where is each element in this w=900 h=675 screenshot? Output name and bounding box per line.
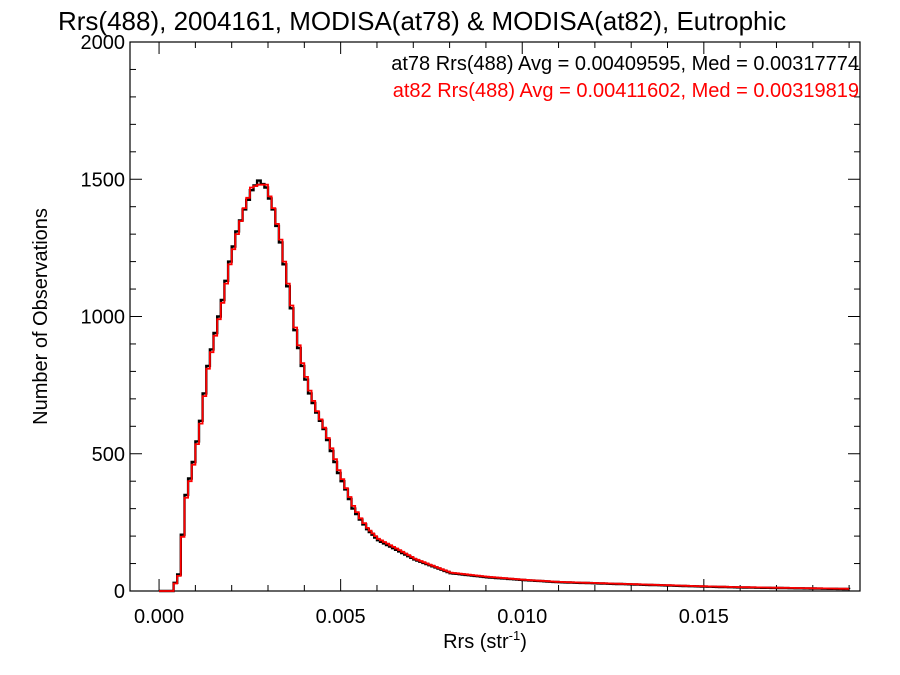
x-axis-title-main: Rrs (str: [443, 631, 509, 653]
series-line-at78: [159, 179, 851, 593]
x-tick-label: 0.000: [134, 606, 184, 628]
y-tick-label: 1500: [81, 169, 126, 191]
x-tick-label: 0.010: [497, 606, 547, 628]
x-axis-title-close: ): [520, 631, 527, 653]
annotation-at78-stats: at78 Rrs(488) Avg = 0.00409595, Med = 0.…: [391, 53, 859, 75]
series-line-at82: [159, 183, 850, 592]
x-axis-ticks: 0.000 0.005 0.010 0.015: [134, 42, 850, 628]
chart-title: Rrs(488), 2004161, MODISA(at78) & MODISA…: [58, 6, 786, 36]
x-tick-label: 0.005: [316, 606, 366, 628]
plot-area-frame: [129, 41, 861, 592]
y-tick-label: 0: [114, 581, 125, 603]
y-tick-label: 500: [92, 444, 125, 466]
y-axis-title: Number of Observations: [30, 208, 52, 425]
x-axis-title: Rrs (str-1): [443, 628, 527, 653]
y-tick-label: 2000: [81, 32, 126, 54]
x-axis-title-superscript: -1: [509, 628, 521, 643]
annotation-at82-stats: at82 Rrs(488) Avg = 0.00411602, Med = 0.…: [393, 80, 859, 102]
y-axis-ticks: 0 500 1000 1500 2000: [81, 32, 860, 603]
y-tick-label: 1000: [81, 307, 126, 329]
x-tick-label: 0.015: [679, 606, 729, 628]
series-lines: [159, 179, 851, 593]
